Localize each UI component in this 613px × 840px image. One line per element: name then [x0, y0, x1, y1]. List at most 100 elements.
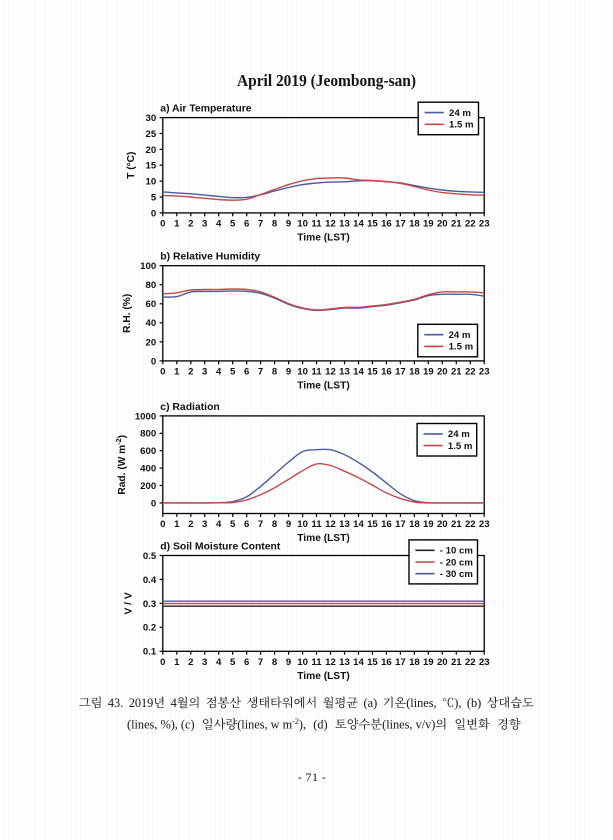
svg-text:- 10 cm: - 10 cm — [440, 546, 473, 557]
svg-text:60: 60 — [146, 299, 157, 310]
svg-text:10: 10 — [297, 519, 308, 530]
svg-text:a) Air Temperature: a) Air Temperature — [160, 104, 251, 115]
svg-text:(a): (a) — [364, 696, 378, 710]
svg-text:d) Soil Moisture Content: d) Soil Moisture Content — [160, 542, 281, 553]
svg-text:1: 1 — [174, 219, 180, 230]
svg-text:100: 100 — [140, 261, 156, 272]
svg-text:0: 0 — [160, 219, 165, 230]
svg-text:12: 12 — [325, 219, 336, 230]
svg-text:10: 10 — [146, 177, 157, 188]
svg-text:3: 3 — [202, 519, 207, 530]
svg-text:400: 400 — [140, 464, 156, 475]
svg-text:40: 40 — [146, 318, 157, 329]
svg-text:30: 30 — [146, 113, 157, 124]
svg-text:17: 17 — [395, 367, 406, 378]
svg-text:Time (LST): Time (LST) — [297, 380, 349, 391]
svg-text:2019: 2019 — [129, 696, 154, 710]
svg-text:15: 15 — [146, 161, 157, 172]
svg-text:b) Relative Humidity: b) Relative Humidity — [160, 252, 260, 263]
svg-text:7: 7 — [258, 657, 263, 668]
svg-text:15: 15 — [367, 657, 378, 668]
svg-text:- 71 -: - 71 - — [298, 770, 326, 784]
svg-text:3: 3 — [202, 657, 207, 668]
svg-text:5: 5 — [151, 192, 157, 203]
svg-text:14: 14 — [353, 219, 364, 230]
svg-text:23: 23 — [479, 657, 490, 668]
svg-text:0: 0 — [151, 356, 156, 367]
svg-text:(d): (d) — [313, 718, 327, 732]
svg-text:16: 16 — [381, 519, 392, 530]
svg-text:8: 8 — [272, 219, 278, 230]
svg-text:21: 21 — [451, 519, 462, 530]
svg-text:23: 23 — [479, 219, 490, 230]
svg-text:3: 3 — [202, 367, 207, 378]
svg-text:20: 20 — [146, 145, 157, 156]
svg-text:8: 8 — [272, 367, 278, 378]
svg-text:5: 5 — [230, 219, 236, 230]
svg-text:6: 6 — [244, 657, 249, 668]
svg-text:13: 13 — [339, 519, 350, 530]
svg-text:16: 16 — [381, 219, 392, 230]
svg-text:6: 6 — [244, 519, 249, 530]
svg-text:1.5 m: 1.5 m — [448, 441, 473, 452]
svg-text:-2: -2 — [292, 717, 299, 726]
svg-text:2: 2 — [188, 367, 193, 378]
svg-text:14: 14 — [353, 367, 364, 378]
svg-text:R.H. (%): R.H. (%) — [122, 294, 133, 333]
svg-text:18: 18 — [409, 519, 420, 530]
svg-text:12: 12 — [325, 519, 336, 530]
svg-text:22: 22 — [465, 367, 476, 378]
svg-text:7: 7 — [258, 519, 263, 530]
svg-text:24 m: 24 m — [449, 330, 471, 341]
svg-text:1: 1 — [174, 657, 180, 668]
svg-text:23: 23 — [479, 519, 490, 530]
svg-text:18: 18 — [409, 219, 420, 230]
svg-text:20: 20 — [146, 337, 157, 348]
svg-text:24 m: 24 m — [448, 429, 470, 440]
svg-text:0.4: 0.4 — [143, 575, 157, 586]
svg-text:V / V: V / V — [124, 592, 135, 614]
svg-text:5: 5 — [230, 657, 236, 668]
svg-text:17: 17 — [395, 657, 406, 668]
svg-text:4: 4 — [216, 519, 222, 530]
svg-text:1.5 m: 1.5 m — [449, 120, 474, 131]
svg-text:c) Radiation: c) Radiation — [160, 402, 219, 413]
svg-text:5: 5 — [230, 367, 236, 378]
svg-text:2: 2 — [188, 657, 193, 668]
svg-text:7: 7 — [258, 367, 263, 378]
svg-text:- 20 cm: - 20 cm — [440, 557, 473, 568]
svg-text:15: 15 — [367, 367, 378, 378]
svg-text:6: 6 — [244, 367, 249, 378]
svg-text:8: 8 — [272, 519, 278, 530]
svg-text:17: 17 — [395, 219, 406, 230]
svg-text:0.3: 0.3 — [143, 599, 156, 610]
svg-text:12: 12 — [325, 657, 336, 668]
svg-text:9: 9 — [286, 367, 291, 378]
svg-text:11: 11 — [311, 219, 322, 230]
svg-text:0.2: 0.2 — [143, 623, 156, 634]
svg-text:11: 11 — [311, 367, 322, 378]
svg-text:13: 13 — [339, 367, 350, 378]
svg-text:Time (LST): Time (LST) — [297, 533, 349, 544]
svg-text:19: 19 — [423, 367, 434, 378]
svg-text:25: 25 — [146, 129, 157, 140]
svg-text:15: 15 — [367, 519, 378, 530]
svg-text:April 2019 (Jeombong-san): April 2019 (Jeombong-san) — [237, 71, 416, 90]
svg-text:8: 8 — [272, 657, 278, 668]
svg-text:10: 10 — [297, 657, 308, 668]
svg-text:12: 12 — [325, 367, 336, 378]
svg-text:23: 23 — [479, 367, 490, 378]
svg-text:Time (LST): Time (LST) — [297, 232, 349, 243]
svg-text:21: 21 — [451, 219, 462, 230]
svg-text:18: 18 — [409, 657, 420, 668]
svg-text:(b): (b) — [467, 696, 481, 710]
svg-text:20: 20 — [437, 367, 448, 378]
svg-text:Rad. (W m-2): Rad. (W m-2) — [114, 435, 128, 495]
svg-text:),: ), — [454, 696, 461, 710]
svg-text:200: 200 — [140, 481, 156, 492]
svg-text:1.5 m: 1.5 m — [449, 342, 474, 353]
svg-text:20: 20 — [437, 219, 448, 230]
svg-text:80: 80 — [146, 280, 157, 291]
svg-text:16: 16 — [381, 367, 392, 378]
svg-text:24 m: 24 m — [449, 108, 471, 119]
